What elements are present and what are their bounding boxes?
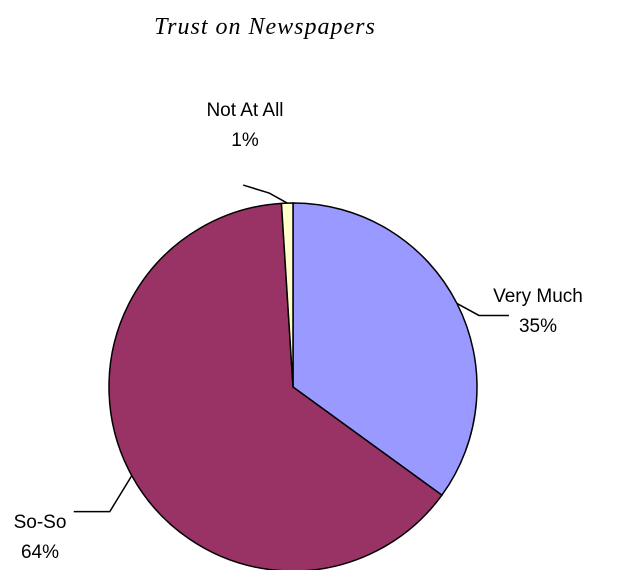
- chart-title: Trust on Newspapers: [154, 14, 376, 40]
- leader-line-very-much: [456, 302, 509, 317]
- slice-label-name-so-so: So-So: [14, 512, 67, 533]
- leader-line-so-so: [73, 475, 133, 513]
- slice-label-name-not-at-all: Not At All: [206, 100, 283, 121]
- slice-label-value-very-much: 35%: [519, 316, 557, 337]
- pie-slice-very-much: [292, 202, 478, 497]
- slice-label-value-so-so: 64%: [21, 542, 59, 563]
- pie-slice-not-at-all: [280, 202, 294, 388]
- leader-lines: [73, 184, 509, 513]
- pie-slices: [108, 202, 478, 570]
- leader-line-not-at-all: [242, 184, 288, 204]
- slice-label-value-not-at-all: 1%: [231, 130, 259, 151]
- slice-labels: Very Much 35% So-So 64% Not At All 1%: [14, 100, 583, 563]
- slice-label-name-very-much: Very Much: [493, 286, 583, 307]
